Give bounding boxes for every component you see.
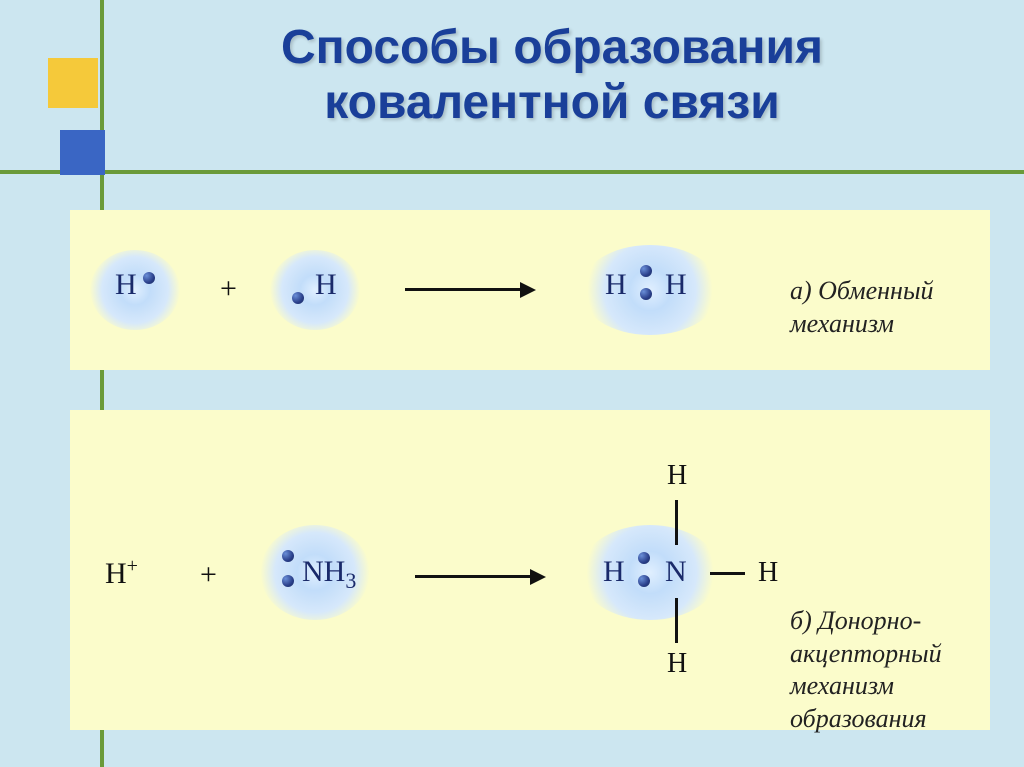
atom-h-1-label: H [115,268,137,302]
deco-yellow-square [48,58,98,108]
title-line-1: Способы образования [281,21,823,74]
caption-a: а) Обменный механизм [790,275,934,340]
nh4-n-center: N [665,555,687,589]
ion-h-text: H [105,557,127,590]
deco-blue-square [60,130,105,175]
deco-horizontal-line [0,170,1024,174]
molecule-h-left: H [605,268,627,302]
shared-electron-2 [640,288,652,300]
nh3-electron-1 [282,550,294,562]
nh4-h-up: H [667,460,687,492]
nh4-h-down: H [667,648,687,680]
slide-title: Способы образования ковалентной связи [120,20,984,130]
nh4-bond-right [710,572,745,575]
nh3-text: NH [302,555,345,588]
ion-h-label: H+ [105,555,138,591]
shared-electron-1 [640,265,652,277]
nh4-bond-down [675,598,678,643]
nh4-h-right: H [758,557,778,589]
panel-exchange-mechanism: H + H H H а) Обменный механизм [70,210,990,370]
plus-b: + [200,558,217,592]
nh3-label: NH3 [302,555,356,594]
nh4-bond-up [675,500,678,545]
nh4-h-left: H [603,555,625,589]
atom-h-2-electron [292,292,304,304]
molecule-h-right: H [665,268,687,302]
panel-donor-acceptor: H+ + NH3 H N H H H б) Донорно- акцепторн… [70,410,990,730]
ion-h-charge: + [127,555,138,577]
nh3-electron-2 [282,575,294,587]
plus-a: + [220,272,237,306]
caption-b: б) Донорно- акцепторный механизм образов… [790,605,990,735]
atom-h-2-label: H [315,268,337,302]
nh3-sub: 3 [345,568,356,593]
nh4-shared-e1 [638,552,650,564]
atom-h-1-electron [143,272,155,284]
nh4-shared-e2 [638,575,650,587]
nh4-cloud [580,525,720,620]
title-line-2: ковалентной связи [324,76,779,129]
